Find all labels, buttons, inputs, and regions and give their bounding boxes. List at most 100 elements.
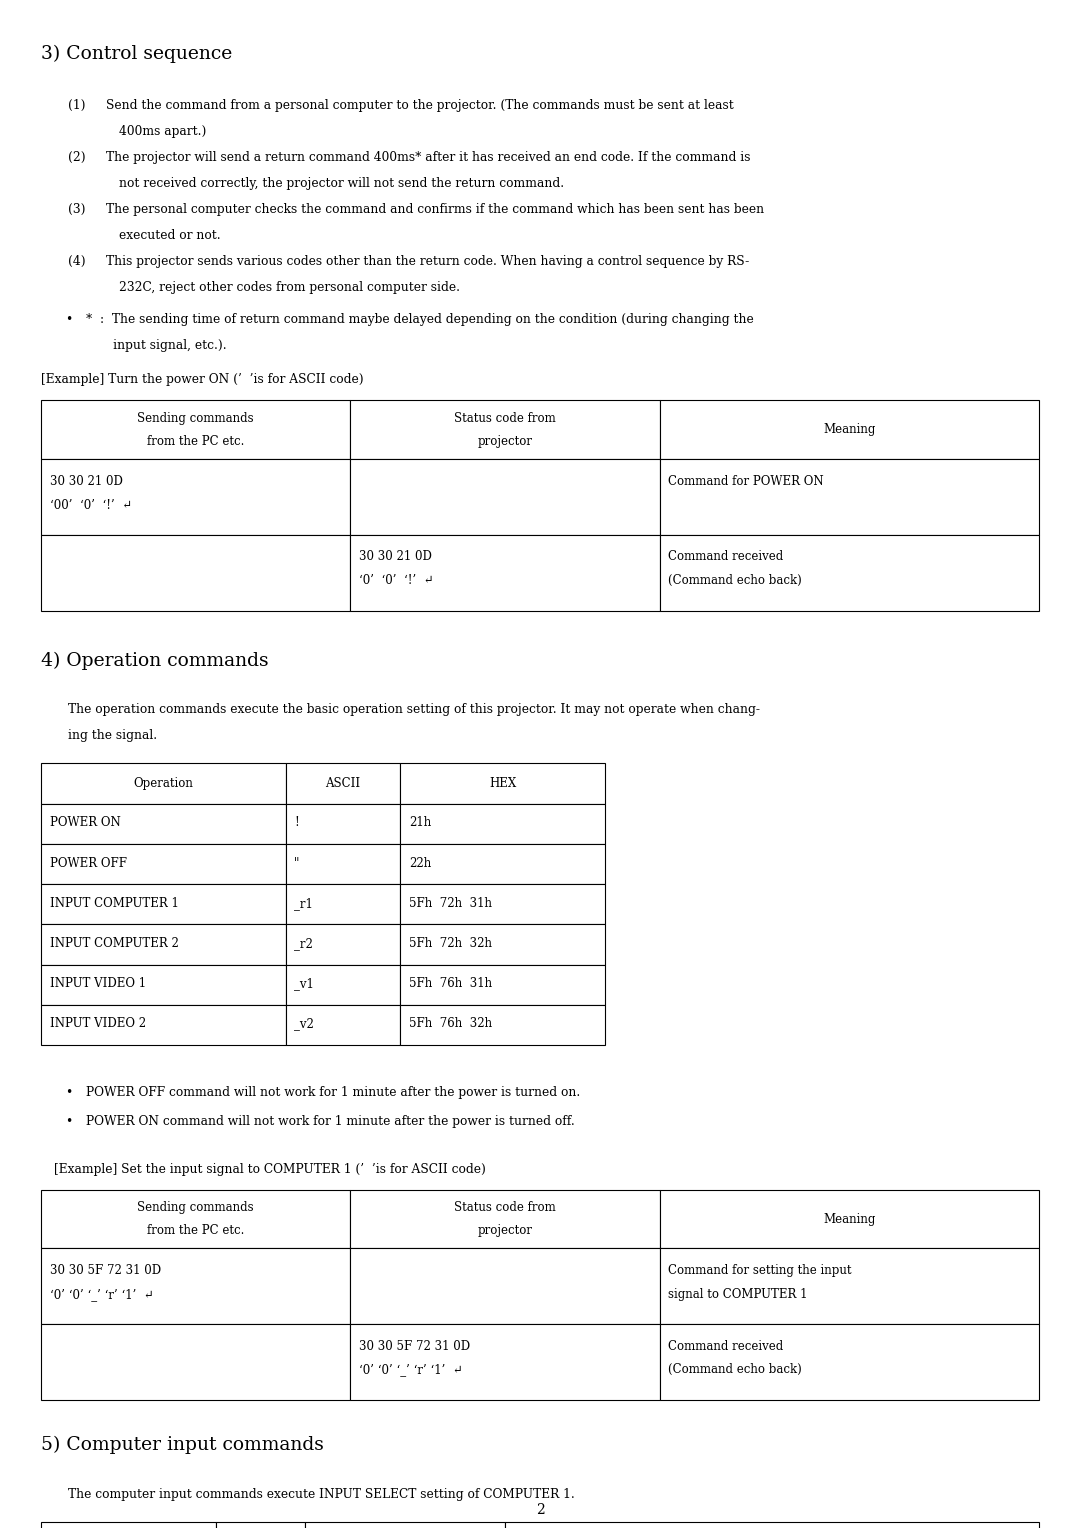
Text: Send the command from a personal computer to the projector. (The commands must b: Send the command from a personal compute…	[106, 99, 733, 112]
Text: 30 30 21 0D: 30 30 21 0D	[359, 550, 432, 564]
Bar	[41, 400, 350, 460]
Bar	[285, 804, 401, 843]
Text: The operation commands execute the basic operation setting of this projector. It: The operation commands execute the basic…	[68, 703, 760, 717]
Bar	[505, 1522, 1039, 1528]
Bar	[660, 460, 1039, 535]
Text: 2: 2	[536, 1502, 544, 1517]
Text: INPUT COMPUTER 2: INPUT COMPUTER 2	[50, 937, 178, 950]
Text: POWER ON: POWER ON	[50, 816, 121, 830]
Bar	[401, 843, 605, 885]
Text: This projector sends various codes other than the return code. When having a con: This projector sends various codes other…	[106, 255, 750, 267]
Text: •: •	[65, 1115, 72, 1128]
Text: projector: projector	[477, 434, 532, 448]
Text: 5Fh  76h  31h: 5Fh 76h 31h	[409, 976, 492, 990]
Text: [Example] Turn the power ON (’  ’is for ASCII code): [Example] Turn the power ON (’ ’is for A…	[41, 373, 364, 387]
Text: The personal computer checks the command and confirms if the command which has b: The personal computer checks the command…	[106, 203, 764, 215]
Bar	[660, 1190, 1039, 1248]
Bar	[350, 1248, 660, 1325]
Text: 21h: 21h	[409, 816, 431, 830]
Text: ASCII: ASCII	[325, 778, 361, 790]
Bar	[401, 885, 605, 924]
Bar	[350, 400, 660, 460]
Bar	[401, 804, 605, 843]
Bar	[285, 1005, 401, 1045]
Text: _v1: _v1	[294, 976, 314, 990]
Text: •: •	[65, 1085, 72, 1099]
Text: Status code from: Status code from	[455, 413, 556, 425]
Text: _v2: _v2	[294, 1018, 314, 1030]
Text: Sending commands: Sending commands	[137, 1201, 254, 1215]
Bar	[660, 1325, 1039, 1400]
Bar	[401, 924, 605, 964]
Bar	[41, 1248, 350, 1325]
Text: INPUT COMPUTER 1: INPUT COMPUTER 1	[50, 897, 178, 909]
Text: ing the signal.: ing the signal.	[68, 729, 158, 743]
Text: Command received: Command received	[669, 1340, 784, 1352]
Text: projector: projector	[477, 1224, 532, 1236]
Bar	[350, 535, 660, 611]
Text: 30 30 21 0D: 30 30 21 0D	[50, 475, 122, 487]
Text: 232C, reject other codes from personal computer side.: 232C, reject other codes from personal c…	[119, 281, 460, 293]
Text: !: !	[294, 816, 299, 830]
Bar	[285, 885, 401, 924]
Text: ‘00’  ‘0’  ‘!’  ↵: ‘00’ ‘0’ ‘!’ ↵	[50, 498, 132, 512]
Text: (Command echo back): (Command echo back)	[669, 575, 802, 587]
Text: Sending commands: Sending commands	[137, 413, 254, 425]
Text: Status code from: Status code from	[455, 1201, 556, 1215]
Text: not received correctly, the projector will not send the return command.: not received correctly, the projector wi…	[119, 177, 564, 189]
Text: from the PC etc.: from the PC etc.	[147, 434, 244, 448]
Bar	[41, 1005, 285, 1045]
Bar	[41, 804, 285, 843]
Bar	[41, 764, 285, 804]
Text: HEX: HEX	[489, 778, 516, 790]
Text: 400ms apart.): 400ms apart.)	[119, 125, 206, 138]
Text: _r2: _r2	[294, 937, 313, 950]
Bar	[41, 535, 350, 611]
Text: ": "	[294, 857, 299, 869]
Text: Command received: Command received	[669, 550, 784, 564]
Text: 22h: 22h	[409, 857, 431, 869]
Text: POWER OFF: POWER OFF	[50, 857, 126, 869]
Text: POWER OFF command will not work for 1 minute after the power is turned on.: POWER OFF command will not work for 1 mi…	[86, 1085, 581, 1099]
Text: ‘0’ ‘0’ ‘_’ ‘r’ ‘1’  ↵: ‘0’ ‘0’ ‘_’ ‘r’ ‘1’ ↵	[50, 1288, 153, 1300]
Bar	[350, 1325, 660, 1400]
Bar	[285, 964, 401, 1005]
Bar	[401, 964, 605, 1005]
Bar	[660, 535, 1039, 611]
Text: 5Fh  72h  32h: 5Fh 72h 32h	[409, 937, 491, 950]
Text: 5) Computer input commands: 5) Computer input commands	[41, 1436, 324, 1455]
Text: POWER ON command will not work for 1 minute after the power is turned off.: POWER ON command will not work for 1 min…	[86, 1115, 576, 1128]
Bar	[401, 1005, 605, 1045]
Text: Operation: Operation	[133, 778, 193, 790]
Bar	[350, 460, 660, 535]
Text: Command for POWER ON: Command for POWER ON	[669, 475, 824, 487]
Text: 4) Operation commands: 4) Operation commands	[41, 651, 269, 669]
Text: executed or not.: executed or not.	[119, 229, 220, 241]
Text: The computer input commands execute INPUT SELECT setting of COMPUTER 1.: The computer input commands execute INPU…	[68, 1488, 575, 1500]
Text: •: •	[65, 313, 72, 327]
Bar	[41, 1190, 350, 1248]
Text: (1): (1)	[68, 99, 85, 112]
Bar	[285, 924, 401, 964]
Text: The projector will send a return command 400ms* after it has received an end cod: The projector will send a return command…	[106, 151, 751, 163]
Text: 30 30 5F 72 31 0D: 30 30 5F 72 31 0D	[50, 1264, 161, 1277]
Text: 5Fh  72h  31h: 5Fh 72h 31h	[409, 897, 491, 909]
Bar	[660, 400, 1039, 460]
Text: Command for setting the input: Command for setting the input	[669, 1264, 852, 1277]
Bar	[285, 764, 401, 804]
Text: INPUT VIDEO 1: INPUT VIDEO 1	[50, 976, 146, 990]
Text: ‘0’ ‘0’ ‘_’ ‘r’ ‘1’  ↵: ‘0’ ‘0’ ‘_’ ‘r’ ‘1’ ↵	[359, 1363, 463, 1377]
Bar	[306, 1522, 505, 1528]
Bar	[41, 964, 285, 1005]
Bar	[41, 885, 285, 924]
Bar	[350, 1190, 660, 1248]
Text: _r1: _r1	[294, 897, 313, 909]
Bar	[660, 1248, 1039, 1325]
Text: Meaning: Meaning	[823, 423, 876, 437]
Text: (Command echo back): (Command echo back)	[669, 1363, 802, 1377]
Text: 5Fh  76h  32h: 5Fh 76h 32h	[409, 1018, 492, 1030]
Bar	[41, 924, 285, 964]
Bar	[41, 460, 350, 535]
Bar	[41, 1522, 216, 1528]
Text: 3) Control sequence: 3) Control sequence	[41, 44, 232, 63]
